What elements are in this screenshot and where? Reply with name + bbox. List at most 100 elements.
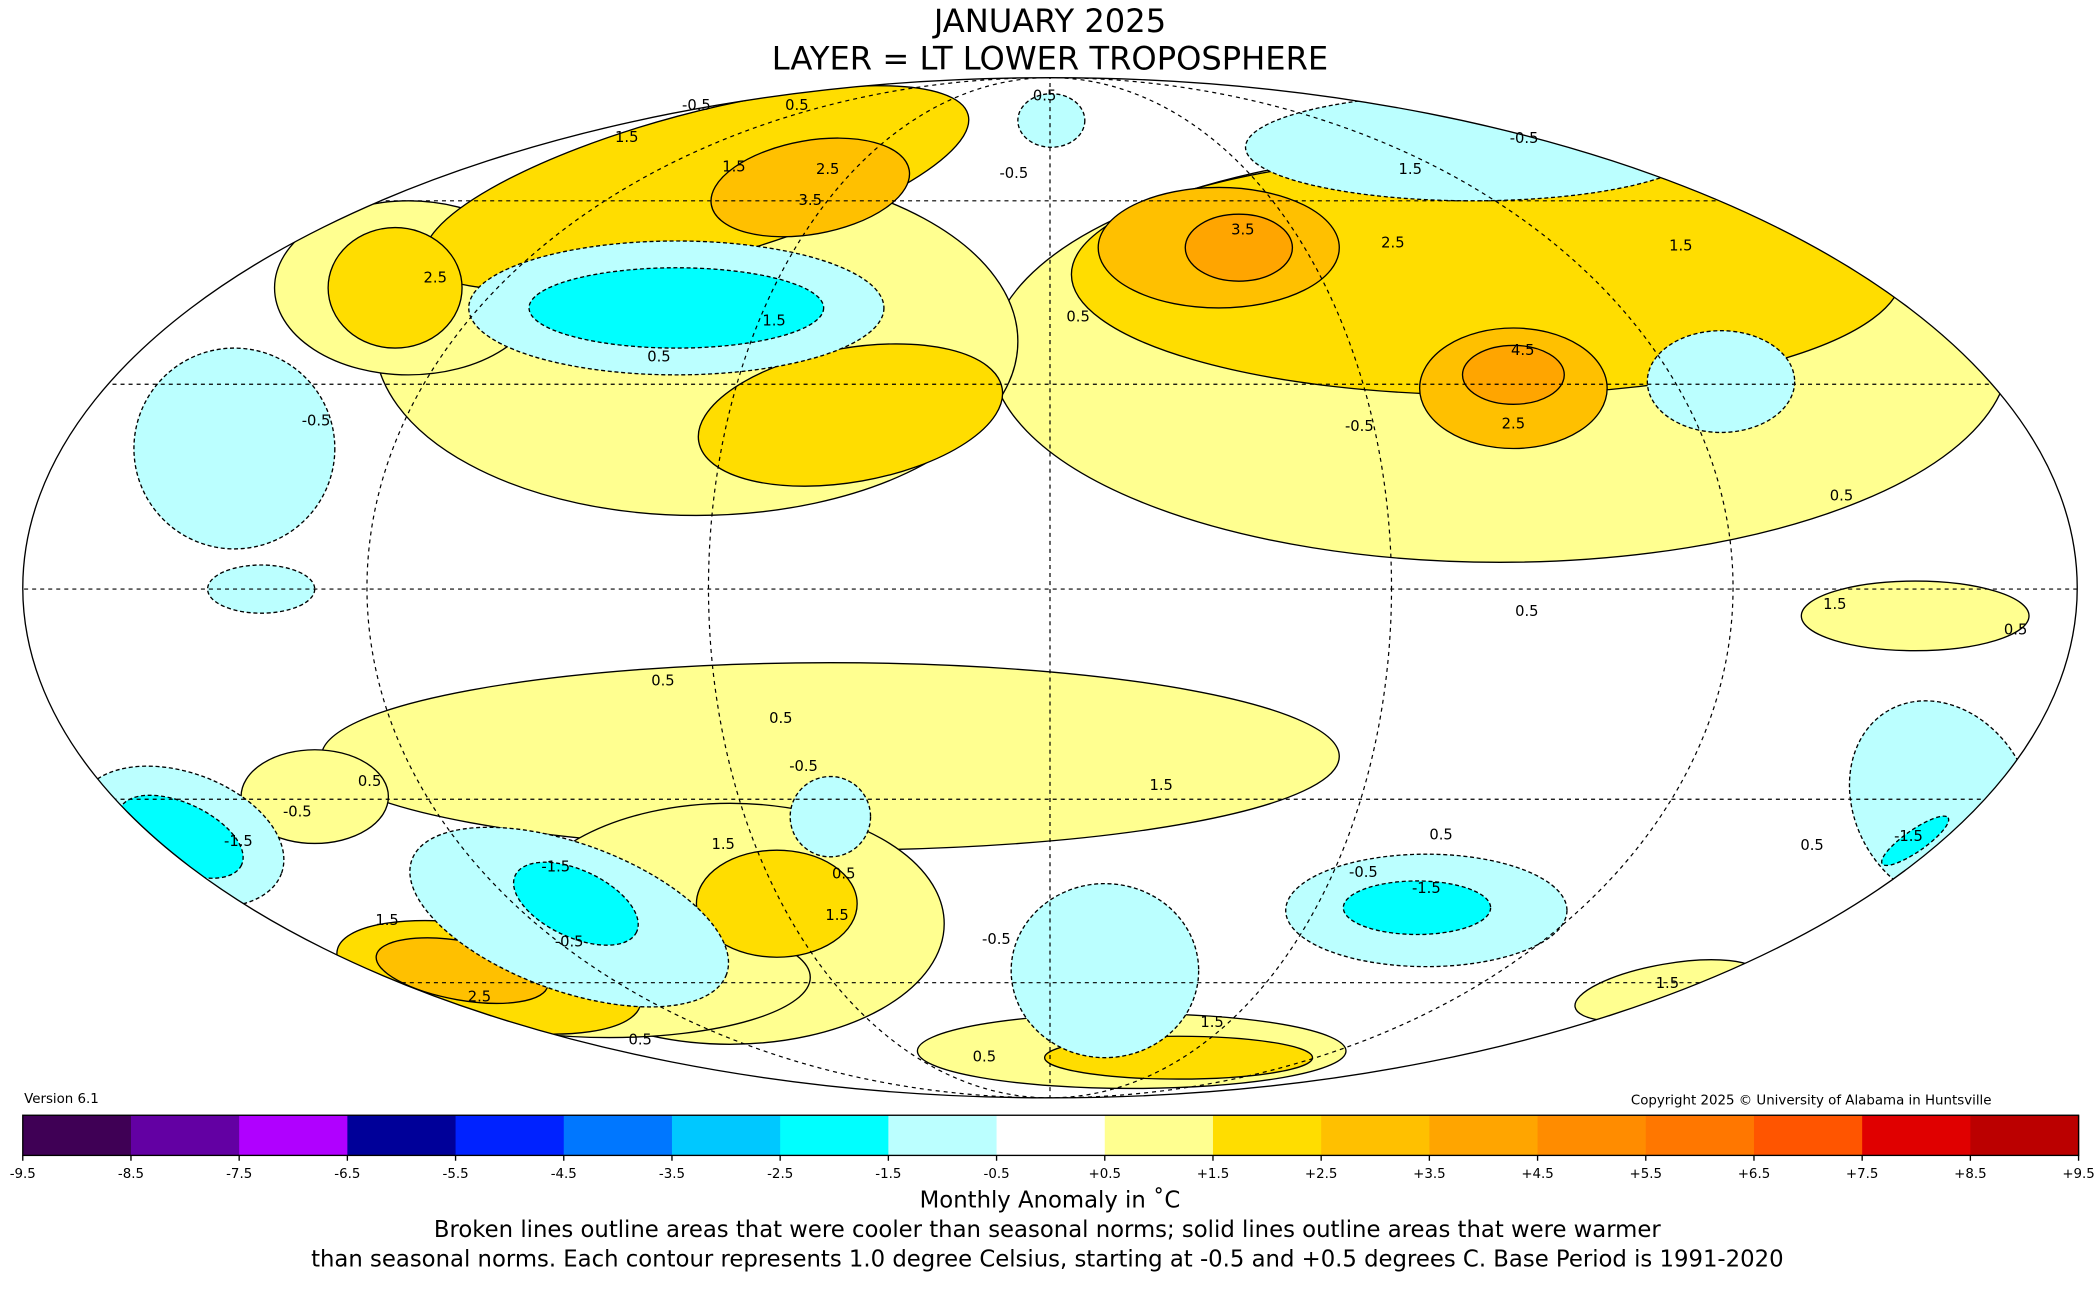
colorbar-tick-label: +6.5 <box>1738 1167 1770 1182</box>
version-label: Version 6.1 <box>24 1092 99 1107</box>
contour-label: 2.5 <box>1381 235 1404 252</box>
colorbar-tick-label: +2.5 <box>1305 1167 1337 1182</box>
anomaly-region <box>1017 93 1086 148</box>
contour-label: -1.5 <box>541 859 570 876</box>
contour-label: -0.5 <box>789 758 818 775</box>
colorbar-tick-label: -6.5 <box>334 1167 360 1182</box>
colorbar-tick-label: -8.5 <box>118 1167 144 1182</box>
contour-label: -0.5 <box>1510 130 1539 147</box>
contour-label: 0.5 <box>1515 603 1538 620</box>
colorbar-swatch <box>1862 1115 1972 1156</box>
colorbar-tick-label: +1.5 <box>1197 1167 1229 1182</box>
colorbar-swatch <box>1429 1115 1539 1156</box>
colorbar-swatch <box>1970 1115 2080 1156</box>
contour-label: 0.5 <box>832 865 855 882</box>
map <box>22 77 2078 1098</box>
contour-label: 1.5 <box>762 312 785 329</box>
contour-label: 3.5 <box>1231 221 1254 238</box>
contour-label: -1.5 <box>1894 828 1923 845</box>
colorbar-swatch <box>1645 1115 1755 1156</box>
contour-label: 1.5 <box>1669 237 1692 254</box>
chart-subtitle: LAYER = LT LOWER TROPOSPHERE <box>772 40 1328 78</box>
contour-label: 1.5 <box>615 129 638 146</box>
colorbar-swatch <box>1753 1115 1863 1156</box>
colorbar-swatch <box>1537 1115 1647 1156</box>
colorbar-tick-label: +4.5 <box>1521 1167 1553 1182</box>
contour-label: -0.5 <box>302 413 331 430</box>
colorbar-tick-label: +3.5 <box>1413 1167 1445 1182</box>
contour-label: -0.5 <box>1345 418 1374 435</box>
contour-label: 2.5 <box>1502 415 1525 432</box>
contour-label: 0.5 <box>973 1049 996 1066</box>
colorbar-tick-label: +5.5 <box>1630 1167 1662 1182</box>
contour-label: 0.5 <box>651 672 674 689</box>
colorbar-tick-label: -1.5 <box>875 1167 901 1182</box>
contour-label: 0.5 <box>785 97 808 114</box>
anomaly-region <box>710 137 911 238</box>
contour-label: 2.5 <box>468 988 491 1005</box>
colorbar-tick-label: +0.5 <box>1089 1167 1121 1182</box>
contour-label: 1.5 <box>1200 1014 1223 1031</box>
contour-label: 0.5 <box>1033 87 1056 104</box>
contour-label: 0.5 <box>358 773 381 790</box>
colorbar-tick-label: +9.5 <box>2062 1167 2094 1182</box>
colorbar-swatch <box>671 1115 781 1156</box>
contour-label: 0.5 <box>1066 308 1089 325</box>
contour-label: 1.5 <box>1399 161 1422 178</box>
copyright-label: Copyright 2025 © University of Alabama i… <box>1631 1094 1992 1109</box>
caption-line-2: than seasonal norms. Each contour repres… <box>311 1247 1783 1273</box>
contour-label: -0.5 <box>999 165 1028 182</box>
anomaly-region <box>1342 880 1492 936</box>
contour-label: 1.5 <box>1823 596 1846 613</box>
colorbar-label: Monthly Anomaly in ˚C <box>920 1187 1181 1214</box>
colorbar-swatch <box>1321 1115 1431 1156</box>
chart-title: JANUARY 2025 <box>932 2 1166 40</box>
colorbar-tick-label: -5.5 <box>443 1167 469 1182</box>
anomaly-region <box>1244 93 1702 202</box>
contour-label: -0.5 <box>555 934 584 951</box>
contour-label: -0.5 <box>1349 864 1378 881</box>
anomaly-region <box>512 861 639 946</box>
colorbar-tick-label: -3.5 <box>659 1167 685 1182</box>
anomaly-region <box>327 226 463 349</box>
contour-label: 1.5 <box>375 912 398 929</box>
colorbar-tick-label: -2.5 <box>767 1167 793 1182</box>
contour-label: 3.5 <box>799 192 822 209</box>
anomaly-region <box>1646 330 1796 434</box>
colorbar-swatch <box>455 1115 565 1156</box>
contour-label: 2.5 <box>424 269 447 286</box>
contour-label: 1.5 <box>1656 975 1679 992</box>
contour-label: 1.5 <box>712 836 735 853</box>
contour-label: 2.5 <box>816 161 839 178</box>
contour-label: 1.5 <box>1149 777 1172 794</box>
contour-label: -1.5 <box>1412 880 1441 897</box>
contour-label: -0.5 <box>283 804 312 821</box>
contour-label: -0.5 <box>682 97 711 114</box>
colorbar-swatch <box>1104 1115 1214 1156</box>
anomaly-region <box>1881 815 1950 867</box>
colorbar-frame <box>22 1114 2080 1157</box>
colorbar-swatch <box>888 1115 998 1156</box>
colorbar-swatch <box>996 1115 1106 1156</box>
colorbar-swatch <box>239 1115 349 1156</box>
anomaly-region <box>695 849 858 958</box>
colorbar-swatch <box>130 1115 240 1156</box>
contour-label: 0.5 <box>2004 622 2027 639</box>
colorbar-tick-label: -9.5 <box>10 1167 36 1182</box>
anomaly-region <box>133 347 336 550</box>
map-border <box>22 76 2078 1099</box>
anomaly-region <box>1184 213 1294 282</box>
contour-label: -1.5 <box>224 833 253 850</box>
contour-label: 0.5 <box>647 348 670 365</box>
anomaly-region <box>789 775 872 858</box>
colorbar-tick-label: -0.5 <box>984 1167 1010 1182</box>
colorbar-swatch <box>22 1115 132 1156</box>
anomaly-region <box>1461 344 1565 405</box>
colorbar: -9.5 -8.5 -7.5 -6.5 -5.5 -4.5 -3.5 -2.5 -1.5 -0.5… <box>10 1114 2095 1182</box>
contour-label: 0.5 <box>769 710 792 727</box>
anomaly-region <box>1800 580 2030 652</box>
contour-label: 0.5 <box>1429 826 1452 843</box>
contour-label: 0.5 <box>628 1031 651 1048</box>
contour-label: 0.5 <box>1800 837 1823 854</box>
